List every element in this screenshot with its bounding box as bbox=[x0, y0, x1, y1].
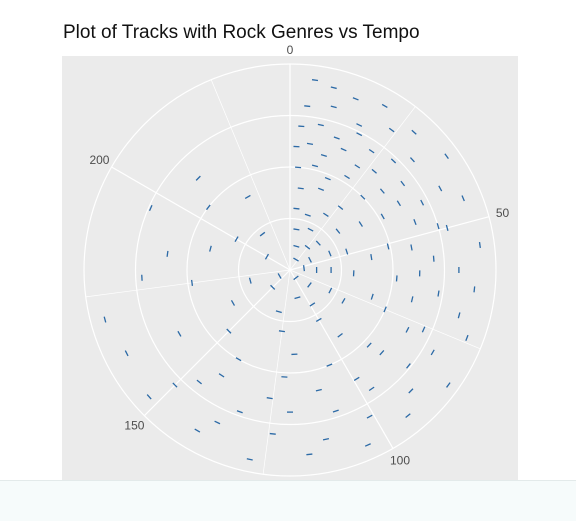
data-point bbox=[279, 331, 285, 332]
data-point bbox=[267, 398, 273, 399]
data-point bbox=[438, 291, 439, 297]
theta-tick-label: 100 bbox=[390, 454, 410, 468]
data-point bbox=[293, 208, 299, 209]
data-point bbox=[306, 454, 312, 455]
data-point bbox=[293, 229, 299, 230]
data-point bbox=[312, 80, 318, 81]
data-point bbox=[480, 242, 481, 248]
theta-tick-label: 50 bbox=[496, 206, 510, 220]
data-point bbox=[474, 286, 475, 292]
theta-tick-label: 150 bbox=[124, 419, 144, 433]
data-point bbox=[167, 251, 168, 257]
footer-strip bbox=[0, 480, 576, 521]
data-point bbox=[307, 143, 313, 144]
theta-tick-label: 0 bbox=[287, 43, 294, 57]
theta-tick-label: 200 bbox=[89, 153, 109, 167]
data-point bbox=[298, 188, 304, 189]
data-point bbox=[270, 434, 276, 435]
data-point bbox=[304, 106, 310, 107]
data-point bbox=[192, 280, 193, 286]
data-point bbox=[371, 254, 372, 260]
data-point bbox=[304, 265, 305, 271]
